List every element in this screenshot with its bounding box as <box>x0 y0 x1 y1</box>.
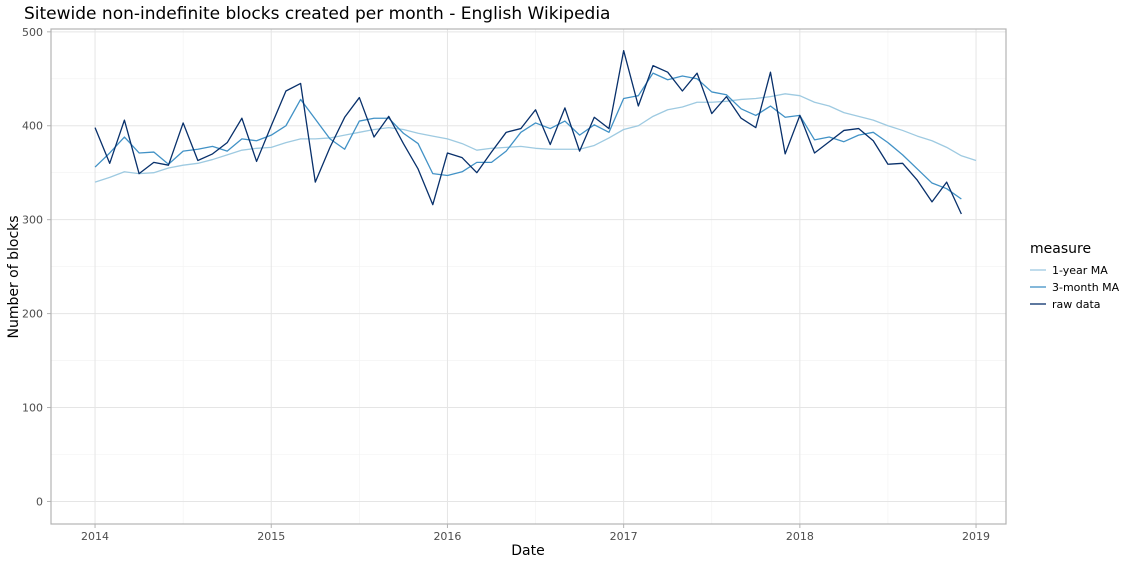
series-lines <box>94 49 977 215</box>
x-tick-label: 2014 <box>81 530 109 543</box>
series-line-3-month-ma <box>94 72 962 200</box>
legend-title: measure <box>1030 241 1091 257</box>
x-tick-label: 2017 <box>610 530 638 543</box>
y-tick-label: 300 <box>22 214 43 227</box>
panel-border <box>50 28 1007 525</box>
x-tick-label: 2018 <box>786 530 814 543</box>
legend: measure 1-year MA 3-month MA raw data <box>1030 241 1120 311</box>
x-axis-title: Date <box>511 543 544 559</box>
y-axis: 0 100 200 300 400 500 <box>22 26 51 508</box>
chart-title: Sitewide non-indefinite blocks created p… <box>24 4 610 24</box>
y-tick-label: 200 <box>22 308 43 321</box>
plot-panel <box>51 29 1006 524</box>
y-tick-label: 500 <box>22 26 43 39</box>
y-tick-label: 400 <box>22 120 43 133</box>
y-axis-title: Number of blocks <box>6 215 22 338</box>
legend-label-1-year-ma: 1-year MA <box>1052 264 1108 277</box>
gridlines <box>51 29 1006 524</box>
x-axis: 2014 2015 2016 2017 2018 2019 <box>81 524 990 543</box>
x-tick-label: 2019 <box>962 530 990 543</box>
y-tick-label: 100 <box>22 402 43 415</box>
x-tick-label: 2016 <box>433 530 461 543</box>
legend-label-3-month-ma: 3-month MA <box>1052 281 1120 294</box>
y-tick-label: 0 <box>36 495 43 508</box>
series-line-raw-data <box>94 49 962 215</box>
legend-label-raw-data: raw data <box>1052 298 1101 311</box>
series-line-1-year-ma <box>94 93 977 183</box>
x-tick-label: 2015 <box>257 530 285 543</box>
